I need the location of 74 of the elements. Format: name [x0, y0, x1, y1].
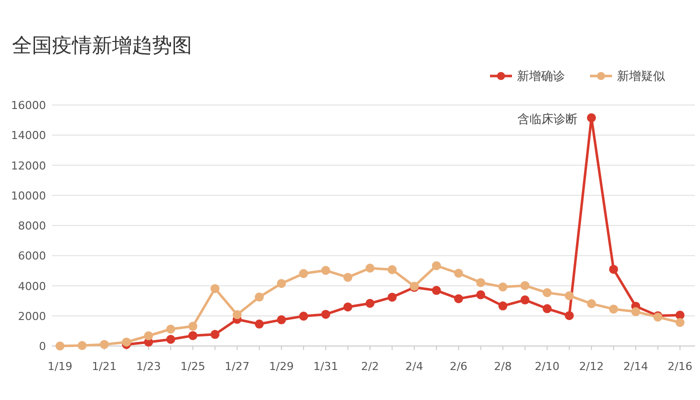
point [210, 284, 220, 294]
point [542, 304, 552, 314]
point [542, 288, 552, 298]
legend-label: 新增疑似 [617, 69, 665, 83]
point [166, 334, 176, 344]
point [299, 312, 308, 321]
point [276, 315, 286, 324]
x-tick-label: 1/27 [224, 360, 250, 373]
point [122, 338, 131, 347]
y-tick-label: 0 [39, 340, 46, 353]
x-tick-label: 1/23 [136, 360, 161, 373]
point [232, 310, 242, 320]
point [254, 320, 264, 329]
point [476, 290, 486, 300]
y-tick-label: 16000 [11, 99, 46, 112]
point [166, 324, 176, 334]
point [388, 292, 397, 302]
point [432, 286, 441, 295]
point [321, 310, 330, 319]
point [321, 266, 330, 275]
point [520, 281, 530, 290]
y-tick-label: 8000 [18, 220, 46, 232]
x-tick-label: 2/12 [579, 360, 604, 373]
point [609, 304, 618, 314]
legend-label: 新增确诊 [517, 69, 565, 83]
x-tick-label: 2/2 [361, 360, 379, 373]
point [476, 278, 486, 288]
x-tick-label: 2/14 [623, 360, 648, 373]
x-tick-label: 1/21 [92, 360, 117, 373]
point [454, 294, 464, 304]
point [343, 272, 352, 282]
point [188, 322, 198, 331]
x-tick-label: 2/16 [668, 360, 692, 373]
y-tick-label: 6000 [18, 250, 46, 263]
point [276, 278, 286, 288]
point [78, 341, 87, 350]
point [564, 291, 574, 300]
x-tick-label: 1/29 [269, 360, 294, 373]
point [366, 264, 374, 273]
y-tick-label: 4000 [18, 280, 46, 293]
y-tick-label: 10000 [11, 189, 46, 202]
point [498, 282, 508, 292]
point [432, 261, 441, 270]
x-tick-label: 2/4 [405, 360, 424, 373]
point [210, 330, 220, 339]
point [564, 311, 574, 320]
point [366, 298, 374, 308]
x-tick-label: 1/31 [313, 360, 338, 373]
point [254, 292, 264, 302]
x-tick-label: 2/10 [534, 360, 560, 373]
point [144, 331, 154, 340]
point [56, 342, 64, 350]
point [343, 302, 352, 312]
annotation: 含临床诊断 [517, 112, 578, 126]
point [676, 318, 684, 328]
point [188, 331, 198, 340]
y-tick-label: 2000 [18, 310, 46, 323]
point [100, 340, 109, 349]
point [631, 307, 640, 316]
y-tick-label: 14000 [11, 129, 46, 142]
x-tick-label: 1/25 [180, 360, 206, 373]
chart-title: 全国疫情新增趋势图 [12, 33, 192, 57]
y-tick-label: 12000 [11, 159, 46, 172]
point [388, 265, 397, 274]
point [498, 301, 508, 310]
x-tick-label: 2/8 [494, 360, 512, 373]
point [454, 268, 464, 278]
point [609, 264, 618, 274]
point [586, 299, 596, 308]
x-tick-label: 1/19 [48, 360, 72, 373]
point [586, 113, 596, 122]
point [299, 269, 308, 278]
x-tick-label: 2/6 [450, 360, 468, 373]
point [520, 295, 530, 304]
